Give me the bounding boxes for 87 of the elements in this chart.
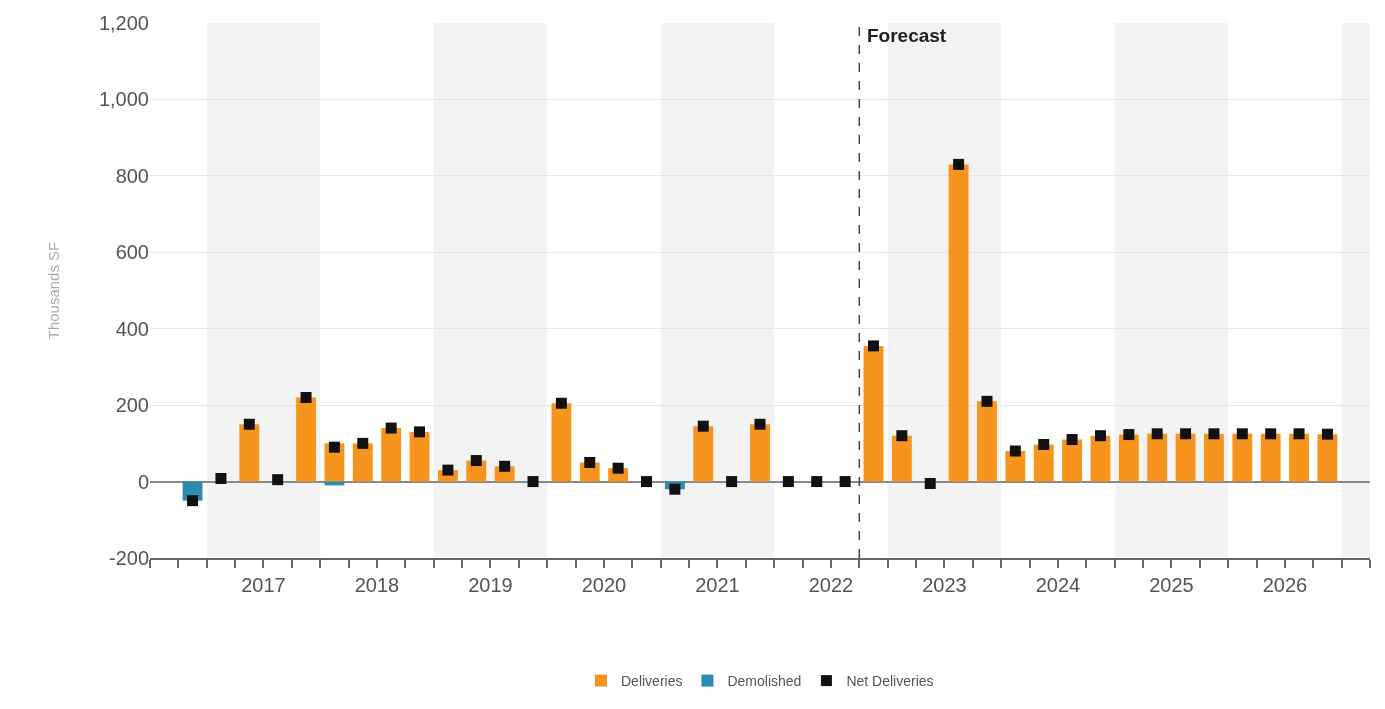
point (1265, 428, 1277, 440)
point (641, 476, 653, 488)
point (1236, 428, 1248, 440)
x-tick-label: 2021 (695, 574, 740, 596)
point (1180, 428, 1192, 440)
point (1208, 428, 1220, 440)
bar (1317, 434, 1338, 482)
bar (1260, 433, 1281, 482)
point (499, 460, 511, 472)
point (839, 476, 851, 488)
bar (750, 424, 770, 482)
bar (1175, 433, 1196, 482)
bar (1147, 433, 1168, 482)
legend-label: Demolished (727, 673, 802, 690)
point (697, 420, 709, 432)
x-tick-label: 2024 (1035, 574, 1081, 596)
point (953, 158, 965, 170)
bar (381, 428, 402, 482)
y-tick-label: 0 (137, 470, 149, 493)
legend-label: Deliveries (621, 673, 683, 690)
x-tick-label: 2022 (808, 574, 854, 596)
point (1321, 428, 1333, 440)
point (924, 477, 936, 489)
x-tick-label: 2026 (1262, 574, 1308, 596)
point (1293, 428, 1305, 440)
point (555, 397, 567, 409)
point (867, 340, 879, 352)
point (357, 437, 369, 449)
bar (1062, 439, 1083, 482)
bar (352, 443, 373, 482)
point (782, 476, 794, 488)
point (584, 456, 596, 468)
x-tick-label: 2025 (1149, 574, 1194, 596)
bar (977, 401, 997, 482)
x-tick-label: 2019 (468, 574, 513, 596)
bar (693, 426, 714, 482)
ref-line-label: Forecast (867, 25, 947, 46)
y-tick-label: 600 (115, 241, 149, 264)
x-tick-label: 2018 (354, 574, 400, 596)
y-axis-title: Thousands SF (45, 241, 63, 340)
y-tick-label: 400 (115, 317, 149, 340)
y-tick-label: 1,200 (98, 12, 149, 34)
y-tick-label: 800 (115, 164, 149, 187)
point (272, 474, 284, 486)
bar (863, 345, 884, 482)
bar (1090, 435, 1111, 482)
y-tick-label: -200 (108, 547, 149, 569)
x-tick-label: 2020 (581, 574, 627, 596)
bar (409, 431, 430, 482)
bar (296, 397, 316, 482)
point (527, 476, 539, 488)
point (414, 426, 426, 438)
point (1009, 445, 1021, 457)
point (896, 430, 908, 442)
point (612, 462, 624, 474)
point (1123, 429, 1135, 441)
point (470, 455, 482, 467)
point (187, 495, 199, 507)
point (385, 422, 397, 434)
bar (948, 164, 969, 482)
point (215, 473, 227, 485)
bar (551, 403, 572, 482)
point (1151, 428, 1163, 440)
point (1094, 430, 1106, 442)
point (669, 483, 681, 495)
point (726, 476, 738, 488)
point (754, 418, 766, 430)
point (1038, 439, 1050, 450)
bar (891, 435, 912, 482)
point (300, 392, 312, 403)
y-tick-label: 200 (115, 394, 149, 417)
point (811, 476, 823, 488)
point (1066, 434, 1078, 446)
x-tick-label: 2023 (922, 574, 967, 596)
point (328, 441, 340, 453)
point (442, 464, 454, 476)
bar (239, 424, 260, 482)
legend-label: Net Deliveries (846, 673, 934, 690)
point (243, 418, 255, 430)
y-tick-label: 1,000 (98, 88, 149, 111)
bar (1033, 444, 1054, 482)
bar (1204, 433, 1224, 482)
bar (1289, 433, 1309, 482)
bar (1232, 433, 1253, 482)
point (981, 395, 993, 407)
x-tick-label: 2017 (241, 574, 286, 596)
bar (1118, 434, 1139, 482)
